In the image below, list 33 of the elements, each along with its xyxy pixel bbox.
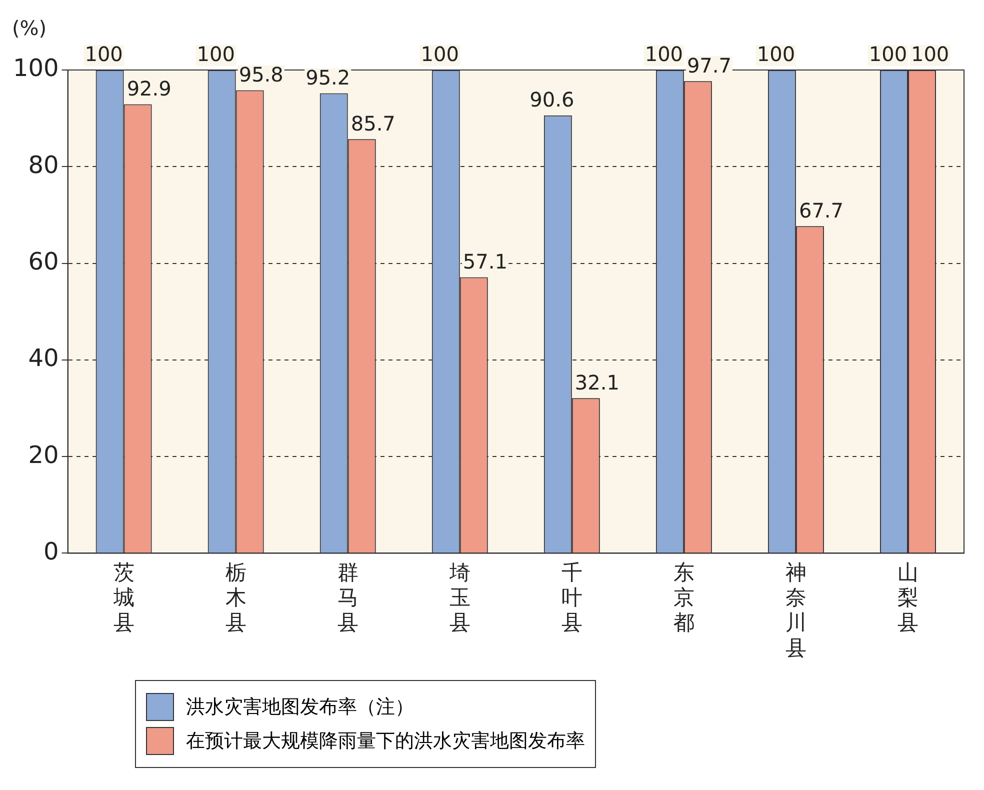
data-label: 95.2 [306,65,350,90]
y-tick-label: 100 [12,54,59,82]
x-tick-label: 千叶县 [561,560,582,635]
data-label: 67.7 [798,198,844,222]
data-label: 100 [644,42,684,66]
x-tick-label: 茨城县 [112,560,134,635]
legend-label: 在预计最大规模降雨量下的洪水灾害地图发布率 [186,729,585,754]
x-tick-label: 神奈川县 [785,560,806,660]
y-tick-label: 80 [28,150,59,179]
x-tick-label: 山梨县 [897,560,918,635]
data-label: 85.7 [350,111,396,136]
data-label: 92.9 [126,76,172,101]
data-label: 32.1 [574,370,620,394]
data-label: 100 [868,42,908,66]
x-tick-label: 埼玉县 [448,560,470,635]
data-label: 100 [196,42,235,66]
data-label: 100 [420,42,459,66]
y-axis-title: (%) [12,16,47,40]
legend-label: 洪水灾害地图发布率（注） [186,695,414,720]
x-tick-label: 群马县 [337,560,358,635]
data-label: 97.7 [686,53,732,78]
data-label: 100 [84,42,123,66]
y-tick-label: 20 [28,440,59,469]
data-label: 57.1 [462,249,508,274]
y-tick-label: 0 [44,537,59,566]
y-tick-label: 60 [28,248,59,276]
y-tick-label: 40 [28,344,59,372]
data-label: 90.6 [530,88,574,112]
data-label: 95.8 [238,62,284,86]
data-label: 100 [756,42,796,66]
x-tick-label: 栃木县 [225,560,246,635]
x-tick-label: 东京都 [673,560,694,635]
data-label: 100 [910,42,950,66]
